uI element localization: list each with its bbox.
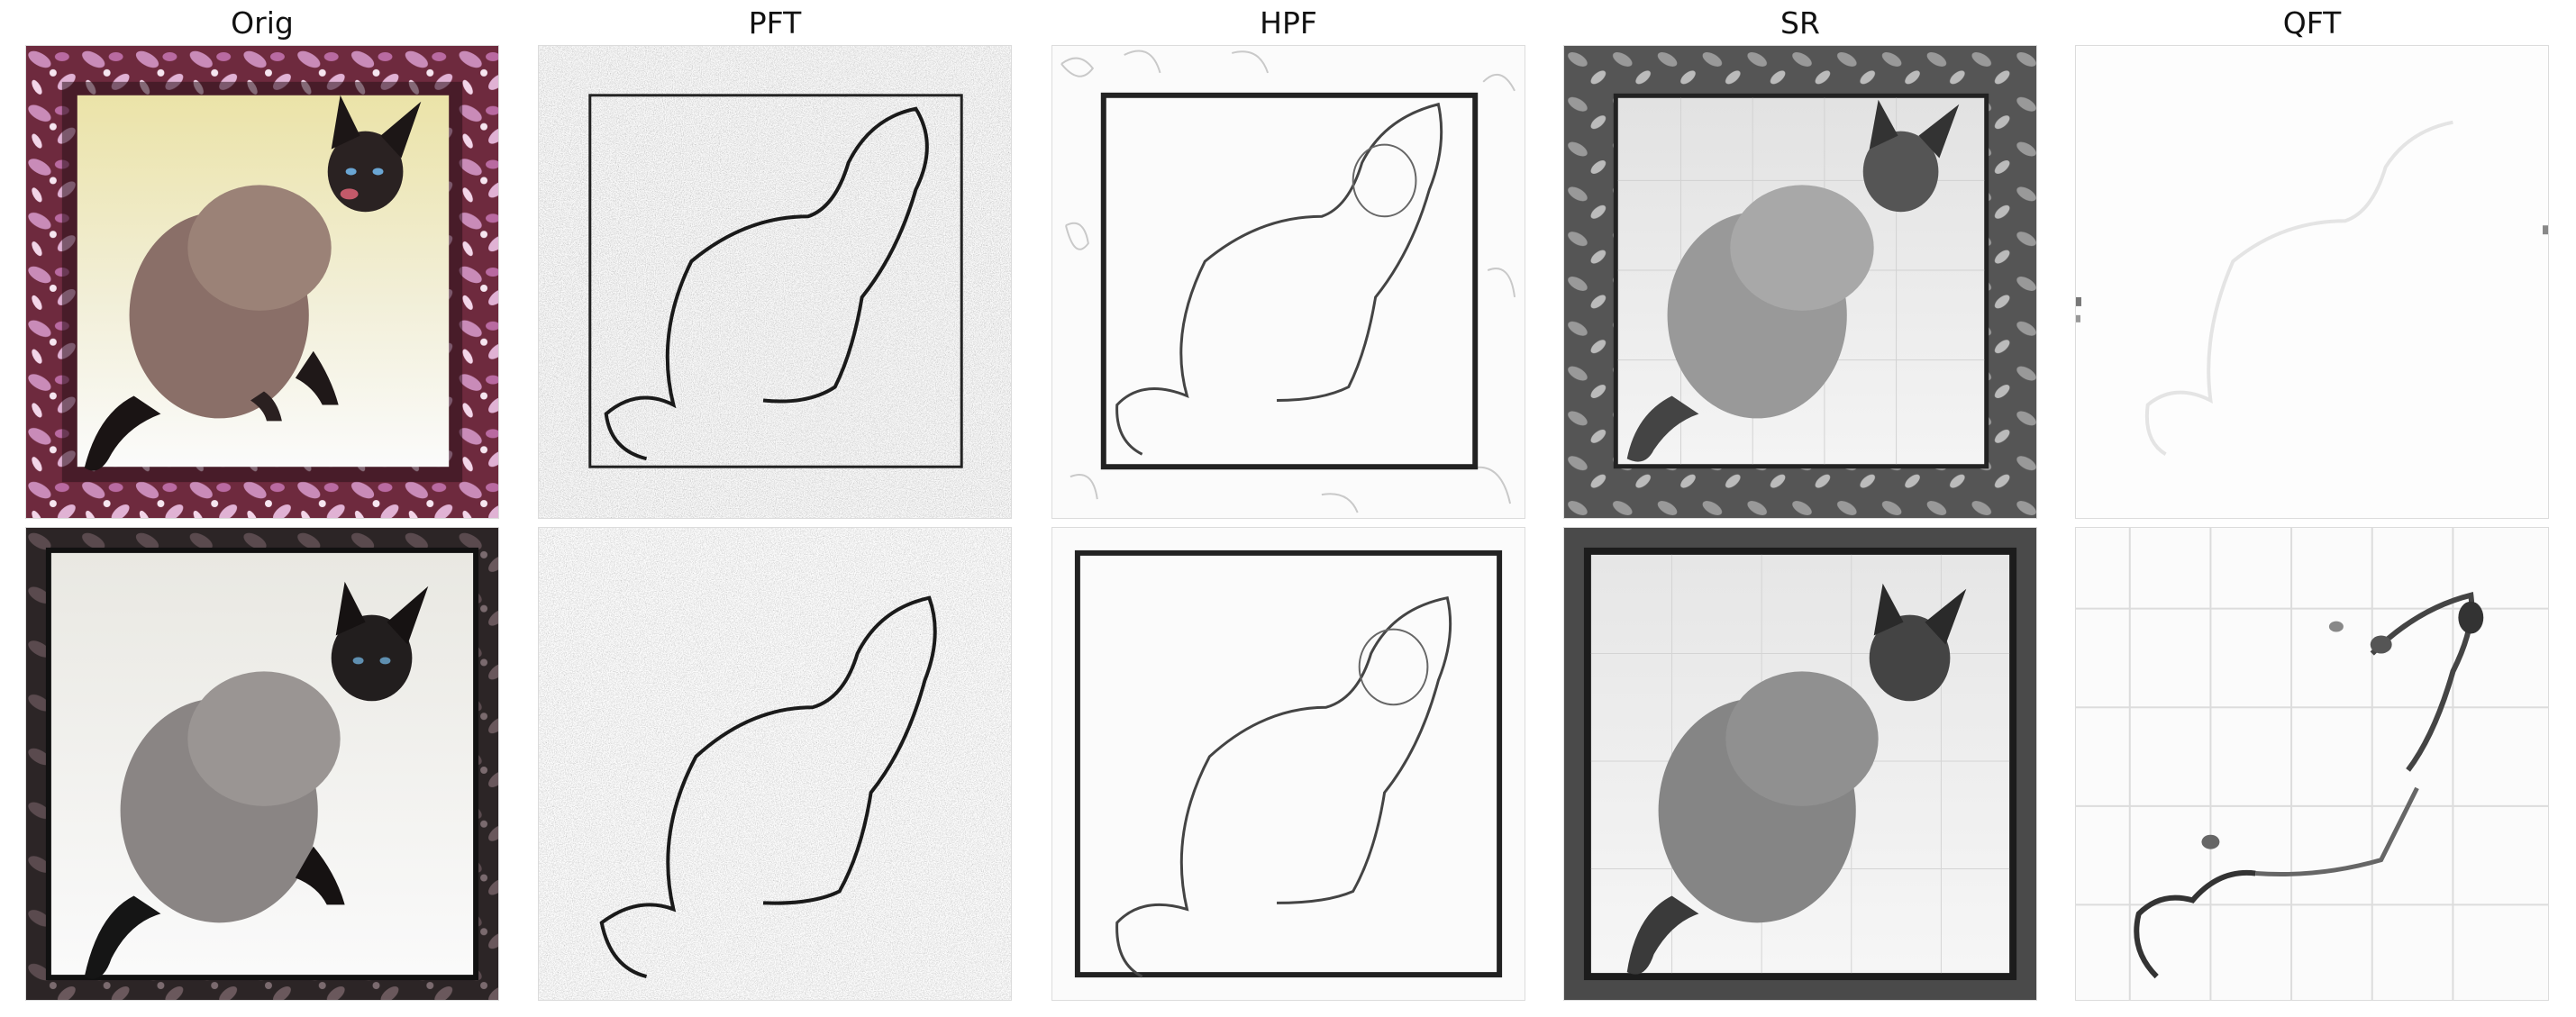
column-title-hpf: HPF <box>1260 5 1317 41</box>
image-pft-row1 <box>538 45 1012 519</box>
image-orig-row1 <box>25 45 499 519</box>
image-orig-row2 <box>25 527 499 1001</box>
image-qft-row2 <box>2075 527 2549 1001</box>
image-qft-row1 <box>2075 45 2549 519</box>
column-title-orig: Orig <box>231 5 294 41</box>
image-pft-row2 <box>538 527 1012 1001</box>
image-sr-row1 <box>1563 45 2037 519</box>
image-sr-row2 <box>1563 527 2037 1001</box>
column-title-qft: QFT <box>2282 5 2342 41</box>
image-hpf-row2 <box>1051 527 1525 1001</box>
column-title-pft: PFT <box>748 5 802 41</box>
column-title-sr: SR <box>1780 5 1820 41</box>
image-hpf-row1 <box>1051 45 1525 519</box>
